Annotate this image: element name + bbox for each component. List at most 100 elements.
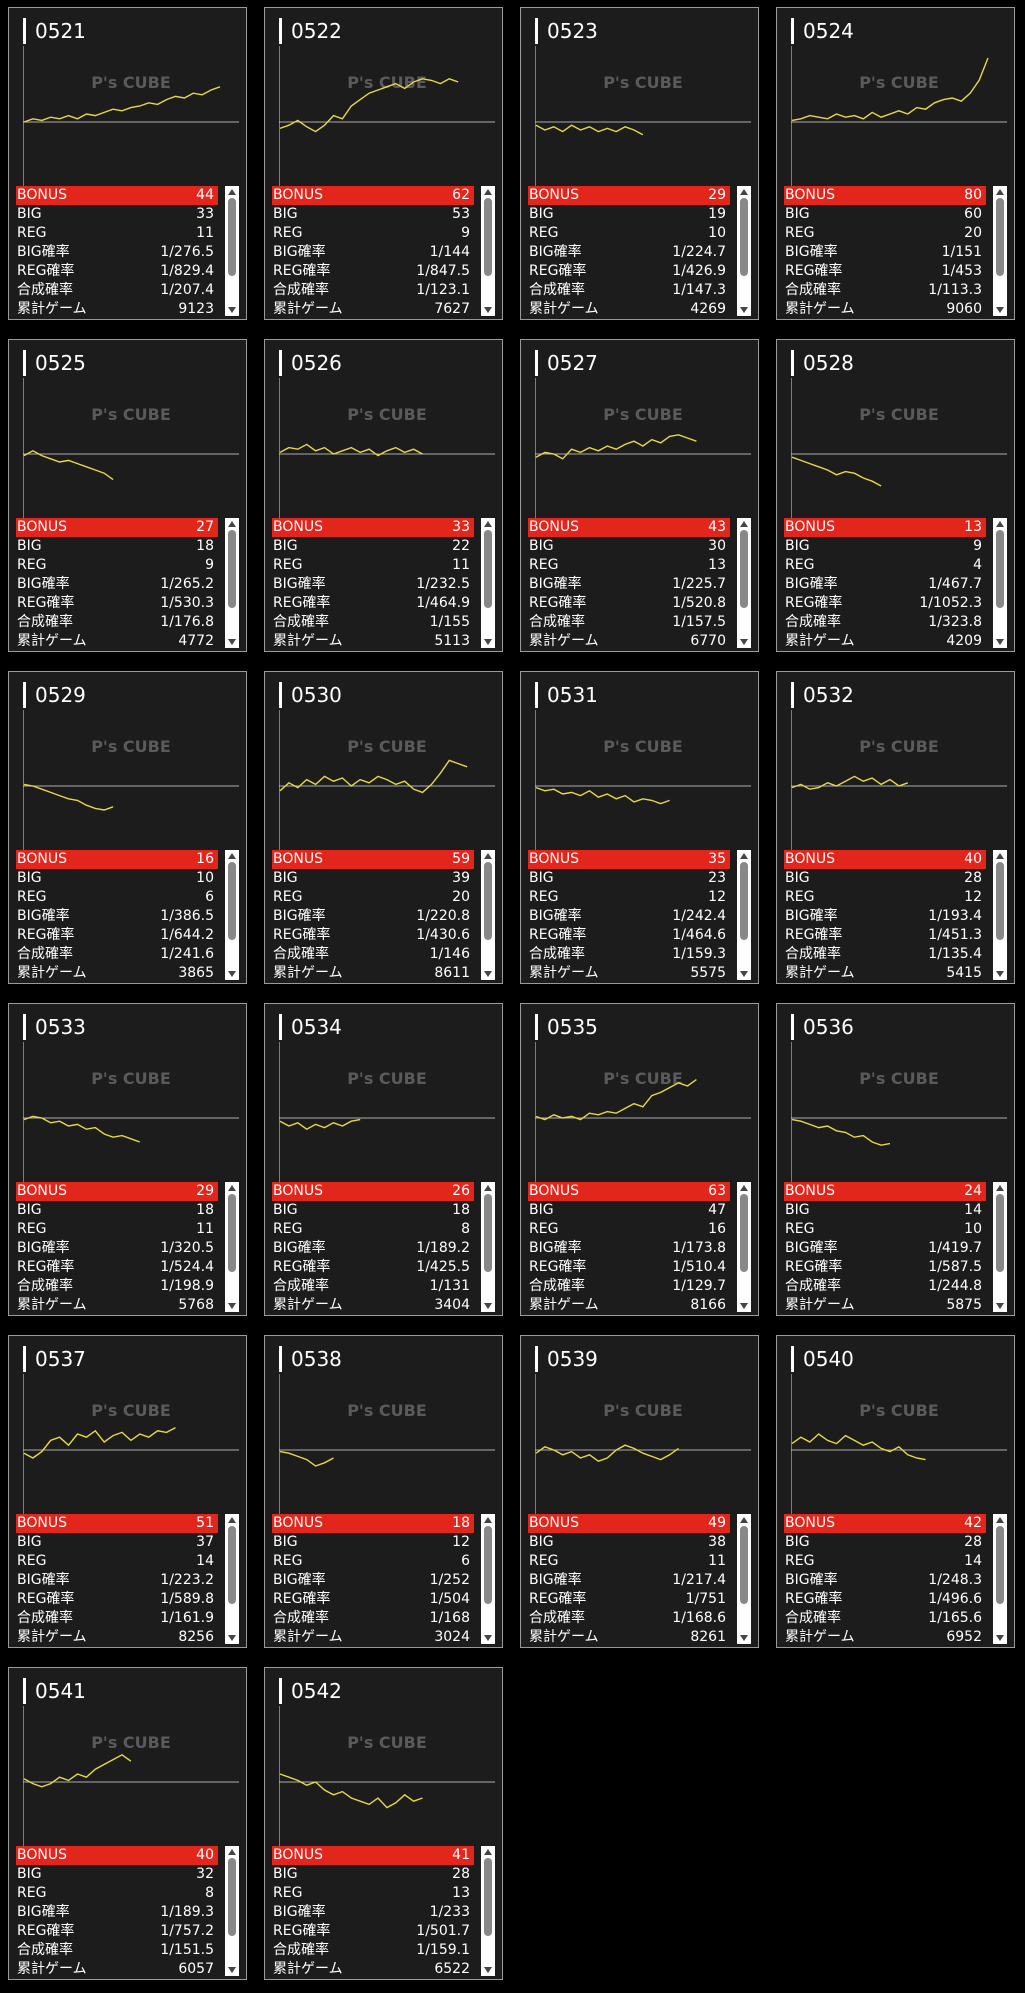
scroll-up-arrow-icon[interactable] xyxy=(228,1185,236,1191)
scrollbar-thumb[interactable] xyxy=(228,1858,236,1936)
machine-card[interactable]: 0524 P's CUBE BONUS 80 BIG 60 REG 20 BIG確率 1/151 R… xyxy=(776,7,1015,320)
scrollbar[interactable] xyxy=(225,1846,239,1976)
scrollbar[interactable] xyxy=(481,1182,495,1312)
machine-card[interactable]: 0526 P's CUBE BONUS 33 BIG 22 REG 11 BIG確率 1/232.… xyxy=(264,339,503,652)
scrollbar[interactable] xyxy=(993,518,1007,648)
scroll-down-arrow-icon[interactable] xyxy=(996,1303,1004,1309)
machine-card[interactable]: 0534 P's CUBE BONUS 26 BIG 18 REG 8 BIG確率 1/189.2… xyxy=(264,1003,503,1316)
machine-card[interactable]: 0531 P's CUBE BONUS 35 BIG 23 REG 12 BIG確率 1/242.… xyxy=(520,671,759,984)
scroll-down-arrow-icon[interactable] xyxy=(996,307,1004,313)
scroll-down-arrow-icon[interactable] xyxy=(228,971,236,977)
scrollbar-thumb[interactable] xyxy=(228,1194,236,1272)
scroll-down-arrow-icon[interactable] xyxy=(484,639,492,645)
scroll-up-arrow-icon[interactable] xyxy=(228,853,236,859)
scrollbar-thumb[interactable] xyxy=(740,530,748,608)
scrollbar-thumb[interactable] xyxy=(484,1194,492,1272)
scroll-down-arrow-icon[interactable] xyxy=(228,1635,236,1641)
scrollbar[interactable] xyxy=(737,1182,751,1312)
scrollbar[interactable] xyxy=(481,850,495,980)
scrollbar[interactable] xyxy=(993,186,1007,316)
scroll-up-arrow-icon[interactable] xyxy=(996,1517,1004,1523)
machine-card[interactable]: 0532 P's CUBE BONUS 40 BIG 28 REG 12 BIG確率 1/193.… xyxy=(776,671,1015,984)
scroll-down-arrow-icon[interactable] xyxy=(228,1303,236,1309)
scroll-up-arrow-icon[interactable] xyxy=(228,189,236,195)
scroll-up-arrow-icon[interactable] xyxy=(484,1517,492,1523)
scroll-up-arrow-icon[interactable] xyxy=(996,1185,1004,1191)
scrollbar-thumb[interactable] xyxy=(996,862,1004,940)
machine-card[interactable]: 0542 P's CUBE BONUS 41 BIG 28 REG 13 BIG確率 1/233 R… xyxy=(264,1667,503,1980)
scrollbar[interactable] xyxy=(225,518,239,648)
scroll-up-arrow-icon[interactable] xyxy=(228,521,236,527)
scrollbar-thumb[interactable] xyxy=(228,198,236,276)
scroll-down-arrow-icon[interactable] xyxy=(996,971,1004,977)
scrollbar[interactable] xyxy=(481,518,495,648)
scrollbar-thumb[interactable] xyxy=(996,1194,1004,1272)
scroll-down-arrow-icon[interactable] xyxy=(996,639,1004,645)
machine-card[interactable]: 0535 P's CUBE BONUS 63 BIG 47 REG 16 BIG確率 1/173.… xyxy=(520,1003,759,1316)
scroll-up-arrow-icon[interactable] xyxy=(484,853,492,859)
scroll-down-arrow-icon[interactable] xyxy=(740,1635,748,1641)
scrollbar[interactable] xyxy=(225,850,239,980)
scrollbar-thumb[interactable] xyxy=(484,530,492,608)
scroll-up-arrow-icon[interactable] xyxy=(740,853,748,859)
machine-card[interactable]: 0527 P's CUBE BONUS 43 BIG 30 REG 13 BIG確率 1/225.… xyxy=(520,339,759,652)
machine-card[interactable]: 0541 P's CUBE BONUS 40 BIG 32 REG 8 BIG確率 1/189.3… xyxy=(8,1667,247,1980)
scroll-down-arrow-icon[interactable] xyxy=(740,1303,748,1309)
scroll-down-arrow-icon[interactable] xyxy=(996,1635,1004,1641)
scrollbar-thumb[interactable] xyxy=(228,1526,236,1604)
machine-card[interactable]: 0528 P's CUBE BONUS 13 BIG 9 REG 4 BIG確率 1/467.7 R… xyxy=(776,339,1015,652)
scroll-up-arrow-icon[interactable] xyxy=(484,1849,492,1855)
scroll-down-arrow-icon[interactable] xyxy=(228,639,236,645)
machine-card[interactable]: 0529 P's CUBE BONUS 16 BIG 10 REG 6 BIG確率 1/386.5… xyxy=(8,671,247,984)
scrollbar[interactable] xyxy=(481,1514,495,1644)
machine-card[interactable]: 0533 P's CUBE BONUS 29 BIG 18 REG 11 BIG確率 1/320.… xyxy=(8,1003,247,1316)
scrollbar[interactable] xyxy=(993,850,1007,980)
scrollbar[interactable] xyxy=(225,186,239,316)
scrollbar[interactable] xyxy=(737,186,751,316)
scroll-up-arrow-icon[interactable] xyxy=(484,189,492,195)
scrollbar-thumb[interactable] xyxy=(228,862,236,940)
scroll-down-arrow-icon[interactable] xyxy=(228,1967,236,1973)
scroll-up-arrow-icon[interactable] xyxy=(228,1517,236,1523)
scrollbar-thumb[interactable] xyxy=(740,862,748,940)
machine-card[interactable]: 0539 P's CUBE BONUS 49 BIG 38 REG 11 BIG確率 1/217.… xyxy=(520,1335,759,1648)
machine-card[interactable]: 0522 P's CUBE BONUS 62 BIG 53 REG 9 BIG確率 1/144 RE… xyxy=(264,7,503,320)
scrollbar-thumb[interactable] xyxy=(740,198,748,276)
scroll-down-arrow-icon[interactable] xyxy=(740,639,748,645)
scroll-up-arrow-icon[interactable] xyxy=(740,189,748,195)
scrollbar-thumb[interactable] xyxy=(740,1194,748,1272)
scrollbar[interactable] xyxy=(481,186,495,316)
machine-card[interactable]: 0525 P's CUBE BONUS 27 BIG 18 REG 9 BIG確率 1/265.2… xyxy=(8,339,247,652)
scroll-down-arrow-icon[interactable] xyxy=(484,971,492,977)
scroll-up-arrow-icon[interactable] xyxy=(996,521,1004,527)
machine-card[interactable]: 0537 P's CUBE BONUS 51 BIG 37 REG 14 BIG確率 1/223.… xyxy=(8,1335,247,1648)
scrollbar-thumb[interactable] xyxy=(484,862,492,940)
scrollbar-thumb[interactable] xyxy=(484,198,492,276)
machine-card[interactable]: 0536 P's CUBE BONUS 24 BIG 14 REG 10 BIG確率 1/419.… xyxy=(776,1003,1015,1316)
scrollbar[interactable] xyxy=(993,1514,1007,1644)
scrollbar-thumb[interactable] xyxy=(996,1526,1004,1604)
scrollbar-thumb[interactable] xyxy=(484,1526,492,1604)
scroll-up-arrow-icon[interactable] xyxy=(996,189,1004,195)
scroll-down-arrow-icon[interactable] xyxy=(484,1635,492,1641)
scrollbar[interactable] xyxy=(481,1846,495,1976)
scroll-up-arrow-icon[interactable] xyxy=(228,1849,236,1855)
scroll-down-arrow-icon[interactable] xyxy=(484,307,492,313)
machine-card[interactable]: 0540 P's CUBE BONUS 42 BIG 28 REG 14 BIG確率 1/248.… xyxy=(776,1335,1015,1648)
scroll-down-arrow-icon[interactable] xyxy=(484,1967,492,1973)
scrollbar-thumb[interactable] xyxy=(484,1858,492,1936)
scrollbar[interactable] xyxy=(737,518,751,648)
machine-card[interactable]: 0521 P's CUBE BONUS 44 BIG 33 REG 11 BIG確率 1/276.… xyxy=(8,7,247,320)
scrollbar-thumb[interactable] xyxy=(740,1526,748,1604)
scroll-down-arrow-icon[interactable] xyxy=(740,307,748,313)
scrollbar[interactable] xyxy=(737,1514,751,1644)
scrollbar-thumb[interactable] xyxy=(996,198,1004,276)
scrollbar-thumb[interactable] xyxy=(996,530,1004,608)
scrollbar[interactable] xyxy=(225,1514,239,1644)
scroll-up-arrow-icon[interactable] xyxy=(740,521,748,527)
machine-card[interactable]: 0538 P's CUBE BONUS 18 BIG 12 REG 6 BIG確率 1/252 RE… xyxy=(264,1335,503,1648)
scroll-up-arrow-icon[interactable] xyxy=(740,1185,748,1191)
scrollbar[interactable] xyxy=(993,1182,1007,1312)
scroll-down-arrow-icon[interactable] xyxy=(228,307,236,313)
machine-card[interactable]: 0530 P's CUBE BONUS 59 BIG 39 REG 20 BIG確率 1/220.… xyxy=(264,671,503,984)
